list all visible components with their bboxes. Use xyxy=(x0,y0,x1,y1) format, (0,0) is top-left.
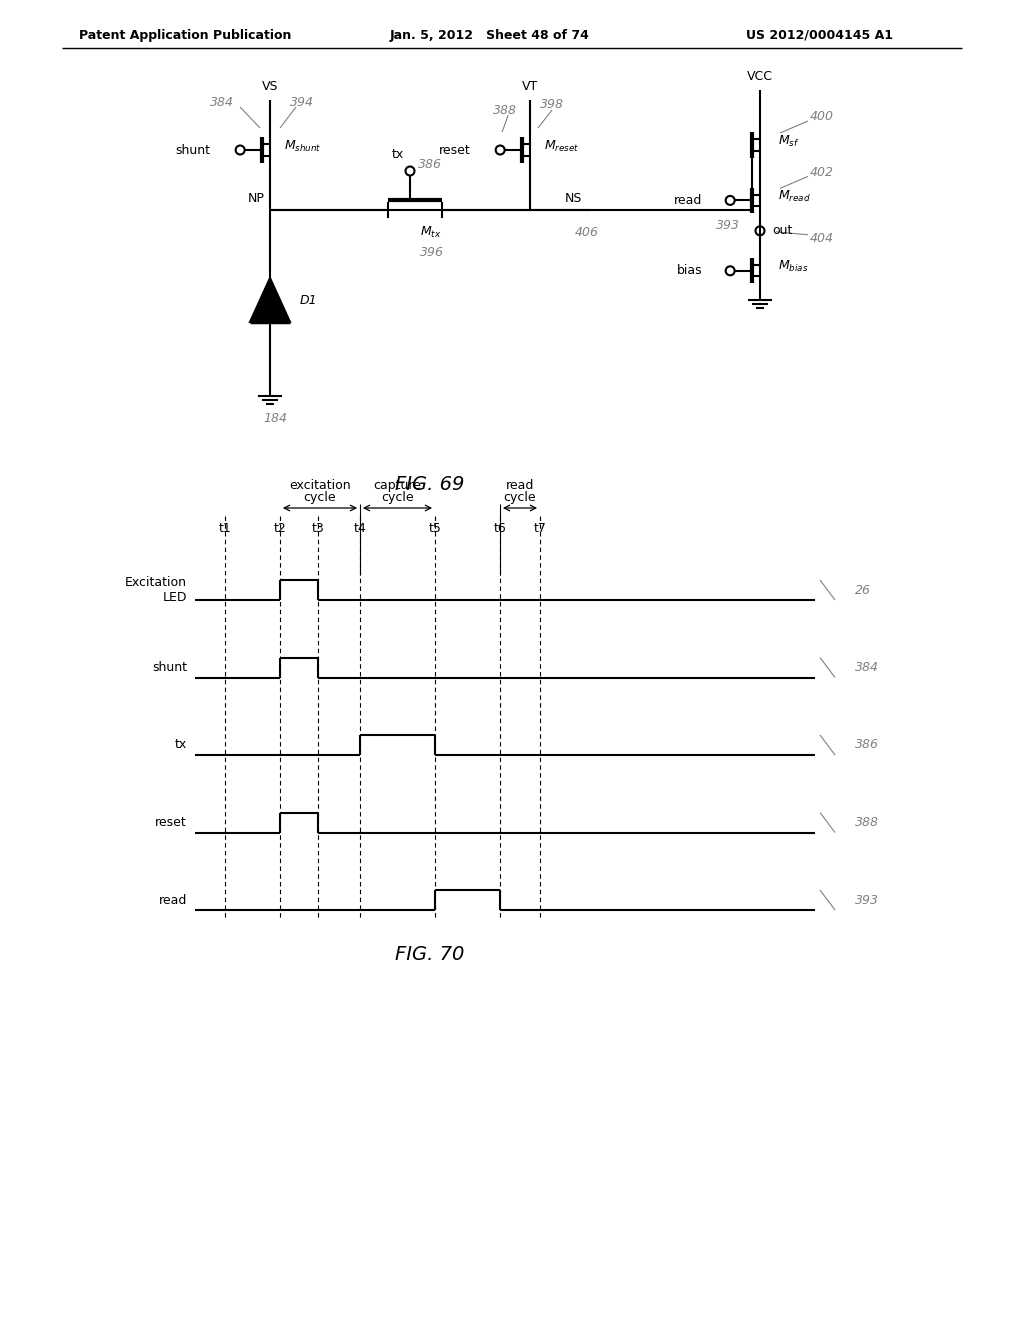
Text: NS: NS xyxy=(564,191,582,205)
Text: FIG. 70: FIG. 70 xyxy=(395,945,465,965)
Text: 400: 400 xyxy=(810,111,834,124)
Text: tx: tx xyxy=(175,738,187,751)
Text: read: read xyxy=(159,894,187,907)
Text: capture: capture xyxy=(374,479,422,492)
Text: reset: reset xyxy=(156,816,187,829)
Text: shunt: shunt xyxy=(152,661,187,675)
Text: 384: 384 xyxy=(210,95,234,108)
Text: reset: reset xyxy=(438,144,470,157)
Text: $M_{reset}$: $M_{reset}$ xyxy=(544,139,580,153)
Text: 393: 393 xyxy=(855,894,879,907)
Text: t2: t2 xyxy=(273,521,287,535)
Text: VT: VT xyxy=(522,79,539,92)
Text: 394: 394 xyxy=(290,95,314,108)
Text: t7: t7 xyxy=(534,521,547,535)
Text: FIG. 69: FIG. 69 xyxy=(395,475,465,495)
Text: 388: 388 xyxy=(855,816,879,829)
Text: 384: 384 xyxy=(855,661,879,675)
Text: tx: tx xyxy=(392,149,404,161)
Text: Patent Application Publication: Patent Application Publication xyxy=(79,29,291,41)
Text: t4: t4 xyxy=(353,521,367,535)
Text: t6: t6 xyxy=(494,521,507,535)
Text: bias: bias xyxy=(677,264,702,277)
Text: NP: NP xyxy=(248,191,265,205)
Text: cycle: cycle xyxy=(304,491,336,504)
Text: read: read xyxy=(506,479,535,492)
Text: D1: D1 xyxy=(300,293,317,306)
Text: t3: t3 xyxy=(311,521,325,535)
Text: Excitation
LED: Excitation LED xyxy=(125,576,187,605)
Text: $M_{sf}$: $M_{sf}$ xyxy=(778,133,800,149)
Text: 398: 398 xyxy=(540,99,564,111)
Text: 402: 402 xyxy=(810,166,834,180)
Text: shunt: shunt xyxy=(175,144,210,157)
Text: 388: 388 xyxy=(494,103,517,116)
Text: 386: 386 xyxy=(418,158,442,172)
Text: t1: t1 xyxy=(219,521,231,535)
Text: VS: VS xyxy=(262,79,279,92)
Text: read: read xyxy=(674,194,702,207)
Text: 26: 26 xyxy=(855,583,871,597)
Text: Jan. 5, 2012   Sheet 48 of 74: Jan. 5, 2012 Sheet 48 of 74 xyxy=(390,29,590,41)
Text: 386: 386 xyxy=(855,738,879,751)
Text: 404: 404 xyxy=(810,232,834,246)
Text: 406: 406 xyxy=(575,226,599,239)
Text: $M_{read}$: $M_{read}$ xyxy=(778,189,811,205)
Text: $M_{bias}$: $M_{bias}$ xyxy=(778,259,809,275)
Text: t5: t5 xyxy=(429,521,441,535)
Text: 393: 393 xyxy=(716,219,740,232)
Text: VCC: VCC xyxy=(746,70,773,82)
Text: 396: 396 xyxy=(420,246,444,259)
Text: 184: 184 xyxy=(263,412,287,425)
Polygon shape xyxy=(250,279,290,322)
Text: cycle: cycle xyxy=(381,491,414,504)
Text: cycle: cycle xyxy=(504,491,537,504)
Text: US 2012/0004145 A1: US 2012/0004145 A1 xyxy=(746,29,894,41)
Text: excitation: excitation xyxy=(289,479,351,492)
Text: out: out xyxy=(772,224,793,238)
Text: $M_{shunt}$: $M_{shunt}$ xyxy=(284,139,322,153)
Text: $M_{tx}$: $M_{tx}$ xyxy=(420,224,441,239)
